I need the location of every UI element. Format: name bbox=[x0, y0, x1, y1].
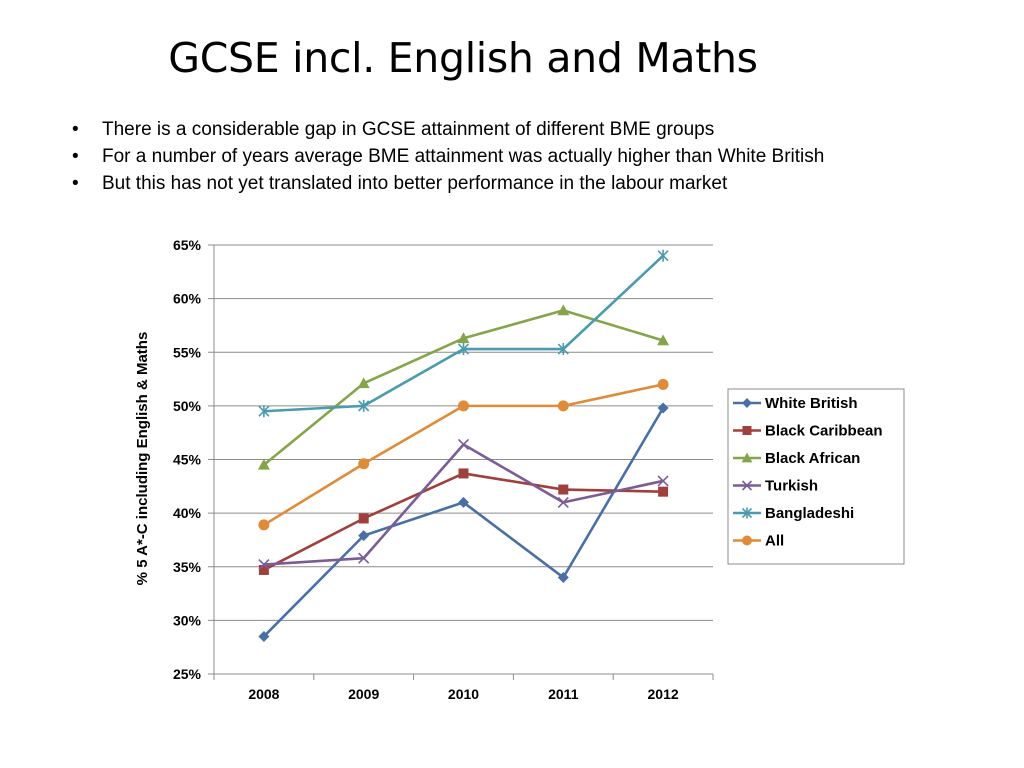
data-point-all bbox=[258, 519, 270, 531]
data-point-black-caribbean bbox=[558, 484, 569, 495]
y-tick-label: 45% bbox=[173, 452, 202, 468]
data-point-all bbox=[458, 400, 469, 412]
y-tick-label: 30% bbox=[173, 612, 202, 628]
data-point-black-african bbox=[257, 458, 270, 470]
bullet-marker: • bbox=[72, 119, 79, 140]
x-tick-label: 2011 bbox=[548, 686, 579, 702]
data-point-bangladeshi bbox=[457, 343, 470, 356]
data-point-black-caribbean bbox=[458, 468, 469, 479]
legend-marker-white-british bbox=[742, 398, 752, 408]
series-line-white-british bbox=[262, 407, 665, 638]
bullet-text: There is a considerable gap in GCSE atta… bbox=[102, 119, 715, 140]
bullet-list: • There is a considerable gap in GCSE att… bbox=[72, 116, 1012, 197]
data-point-turkish bbox=[457, 438, 470, 451]
bullet-item: • But this has not yet translated into be… bbox=[72, 170, 1012, 197]
y-axis-title: % 5 A*-C including English & Maths bbox=[134, 332, 151, 586]
data-point-all bbox=[657, 378, 669, 390]
legend-label-all: All bbox=[765, 533, 784, 550]
data-point-bangladeshi bbox=[358, 399, 370, 412]
data-point-black-african bbox=[357, 377, 370, 389]
bullet-marker: • bbox=[72, 146, 79, 167]
data-point-black-african bbox=[557, 304, 570, 316]
bullet-item: • There is a considerable gap in GCSE att… bbox=[72, 116, 1012, 143]
x-tick-label: 2009 bbox=[348, 686, 379, 702]
legend-marker-turkish bbox=[741, 480, 753, 491]
data-point-white-british bbox=[657, 402, 669, 414]
data-point-turkish bbox=[258, 559, 270, 571]
data-point-bangladeshi bbox=[657, 249, 669, 262]
data-point-all bbox=[358, 458, 370, 470]
bullet-text: For a number of years average BME attain… bbox=[102, 146, 825, 167]
y-tick-label: 35% bbox=[173, 559, 202, 575]
legend-marker-black-african bbox=[741, 452, 753, 463]
legend-label-bangladeshi: Bangladeshi bbox=[765, 505, 854, 522]
y-tick-label: 65% bbox=[173, 237, 202, 253]
legend-label-white-british: White British bbox=[765, 395, 858, 412]
data-point-turkish bbox=[358, 552, 370, 564]
bullet-text: But this has not yet translated into bet… bbox=[102, 173, 728, 194]
data-point-bangladeshi bbox=[258, 405, 270, 418]
y-tick-label: 50% bbox=[173, 398, 202, 414]
slide-title: GCSE incl. English and Maths bbox=[168, 34, 758, 82]
data-point-black-caribbean bbox=[258, 564, 269, 575]
x-tick-label: 2010 bbox=[448, 686, 479, 702]
data-point-bangladeshi bbox=[557, 343, 569, 356]
legend-box bbox=[727, 388, 905, 565]
legend-marker-all bbox=[742, 535, 752, 546]
y-tick-label: 55% bbox=[173, 344, 202, 360]
data-point-all bbox=[557, 400, 569, 412]
data-point-turkish bbox=[657, 475, 669, 487]
data-point-white-british bbox=[557, 571, 569, 583]
legend-label-turkish: Turkish bbox=[765, 478, 818, 495]
legend-label-black-african: Black African bbox=[765, 450, 860, 467]
y-tick-label: 25% bbox=[173, 666, 202, 682]
data-point-black-caribbean bbox=[658, 486, 669, 497]
y-tick-label: 60% bbox=[173, 291, 202, 307]
data-point-black-caribbean bbox=[358, 513, 369, 524]
x-tick-label: 2012 bbox=[648, 686, 679, 702]
bullet-marker: • bbox=[72, 173, 79, 194]
x-tick-label: 2008 bbox=[248, 686, 279, 702]
data-point-turkish bbox=[557, 496, 569, 508]
data-point-black-african bbox=[657, 334, 670, 346]
data-point-black-african bbox=[457, 332, 470, 344]
bullet-item: • For a number of years average BME attai… bbox=[72, 143, 1012, 170]
y-tick-label: 40% bbox=[173, 505, 202, 521]
data-point-white-british bbox=[358, 530, 370, 542]
data-point-white-british bbox=[458, 496, 469, 508]
legend-marker-black-caribbean bbox=[742, 426, 752, 435]
legend-marker-bangladeshi bbox=[741, 507, 753, 519]
legend-label-black-caribbean: Black Caribbean bbox=[765, 423, 883, 440]
data-point-white-british bbox=[258, 630, 270, 642]
